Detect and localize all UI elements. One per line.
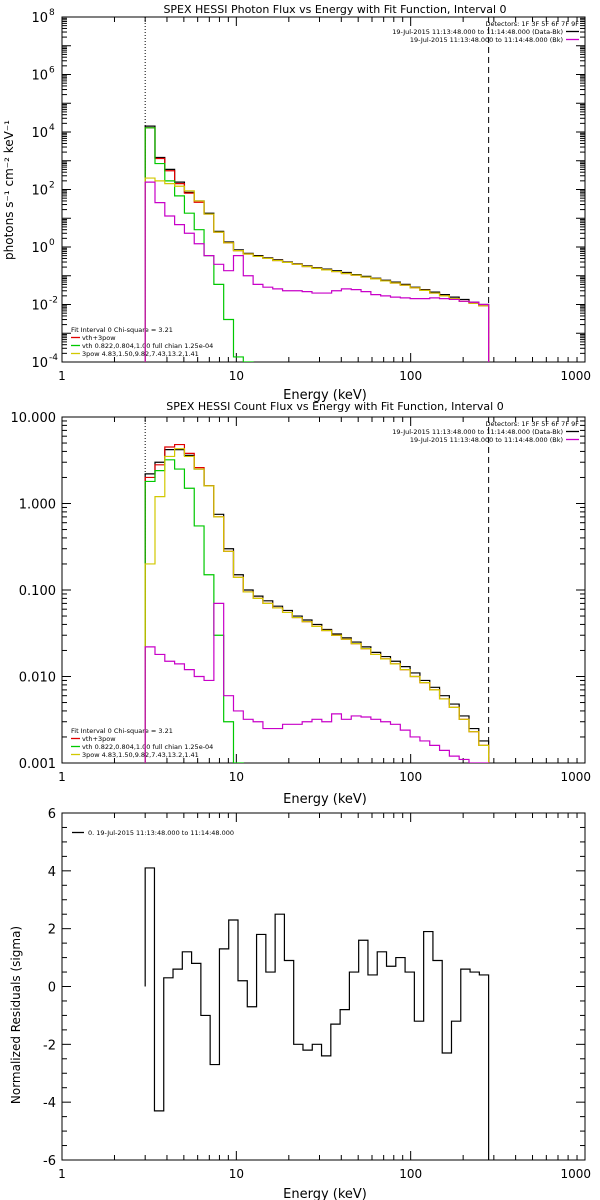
legend-entry: vth+3pow bbox=[82, 735, 116, 743]
photon-flux-ylabel: photons s⁻¹ cm⁻² keV⁻¹ bbox=[2, 120, 16, 260]
x-tick-label: 10 bbox=[229, 369, 244, 383]
series-3pow bbox=[144, 177, 490, 362]
y-tick-label: 10 bbox=[31, 184, 48, 199]
x-tick-label: 1000 bbox=[560, 770, 591, 784]
y-tick-label: 10 bbox=[31, 356, 48, 371]
count-flux-legend-top: Detectors: 1F 3F 5F 6F 7F 9F19-Jul-2015 … bbox=[392, 420, 579, 444]
series-group bbox=[144, 443, 490, 763]
series-data-bk bbox=[144, 448, 490, 763]
residuals-ylabel: Normalized Residuals (sigma) bbox=[9, 926, 23, 1104]
legend-entry: 19-Jul-2015 11:13:48.000 to 11:14:48.000… bbox=[392, 428, 563, 436]
plot-frame bbox=[61, 416, 586, 764]
y-tick-exponent: 8 bbox=[49, 8, 55, 18]
count-flux-title: SPEX HESSI Count Flux vs Energy with Fit… bbox=[166, 400, 503, 413]
x-tick-label: 1 bbox=[58, 1167, 66, 1181]
legend-entry: Detectors: 1F 3F 5F 6F 7F 9F bbox=[485, 20, 579, 28]
plot-frame bbox=[61, 812, 586, 1161]
series-vth bbox=[144, 127, 254, 362]
x-tick-label: 100 bbox=[399, 1167, 422, 1181]
legend-entry: 19-Jul-2015 11:13:48.000 to 11:14:48.000… bbox=[410, 36, 563, 44]
y-tick-exponent: -2 bbox=[49, 296, 58, 306]
plot-frame bbox=[61, 16, 586, 363]
y-tick-label: 10 bbox=[31, 241, 48, 256]
y-tick-label: 6 bbox=[48, 807, 56, 822]
y-tick-label: 2 bbox=[48, 923, 56, 938]
legend-entry: vth 0.822,0.804,1.00 full chian 1.25e-04 bbox=[82, 342, 213, 350]
y-tick-label: 0 bbox=[48, 981, 56, 996]
series-3pow bbox=[144, 448, 490, 763]
legend-entry: vth+3pow bbox=[82, 334, 116, 342]
count-flux-legend-bottom: Fit Interval 0 Chi-square = 3.21vth+3pow… bbox=[71, 727, 213, 759]
y-tick-exponent: -4 bbox=[49, 353, 58, 363]
legend-entry: Detectors: 1F 3F 5F 6F 7F 9F bbox=[485, 420, 579, 428]
residuals-legend-top: 0. 19-Jul-2015 11:13:48.000 to 11:14:48.… bbox=[72, 829, 234, 837]
y-tick-label: 10.000 bbox=[11, 411, 57, 426]
y-tick-label: -4 bbox=[43, 1096, 56, 1111]
series-bk bbox=[144, 181, 490, 362]
y-tick-label: 1.000 bbox=[19, 498, 56, 513]
y-tick-label: 4 bbox=[48, 865, 56, 880]
y-tick-exponent: 4 bbox=[49, 123, 55, 133]
y-tick-label: -6 bbox=[43, 1154, 56, 1169]
y-tick-label: 10 bbox=[31, 126, 48, 141]
photon-flux-legend-top: Detectors: 1F 3F 5F 6F 7F 9F19-Jul-2015 … bbox=[392, 20, 579, 44]
legend-entry: 19-Jul-2015 11:13:48.000 to 11:14:48.000… bbox=[392, 28, 563, 36]
legend-entry: Fit Interval 0 Chi-square = 3.21 bbox=[71, 727, 173, 735]
y-tick-exponent: 0 bbox=[49, 238, 55, 248]
y-tick-exponent: 2 bbox=[49, 181, 55, 191]
legend-entry: Fit Interval 0 Chi-square = 3.21 bbox=[71, 326, 173, 334]
legend-entry: 3pow 4.83,1.50,9.82,7.43,13.2,1.41 bbox=[82, 350, 199, 358]
series-0-19-jul-2015-11-13-48-000-to-11-14-48-000 bbox=[144, 867, 490, 1160]
y-tick-label: 0.001 bbox=[19, 757, 56, 772]
photon-flux-xlabel: Energy (keV) bbox=[283, 388, 367, 403]
y-tick-label: 10 bbox=[31, 11, 48, 26]
y-tick-label: 10 bbox=[31, 69, 48, 84]
residuals-xlabel: Energy (keV) bbox=[283, 1187, 367, 1200]
photon-flux-title: SPEX HESSI Photon Flux vs Energy with Fi… bbox=[163, 3, 506, 16]
legend-entry: 3pow 4.83,1.50,9.82,7.43,13.2,1.41 bbox=[82, 751, 199, 759]
legend-entry: vth 0.822,0.804,1.00 full chian 1.25e-04 bbox=[82, 743, 213, 751]
series-bk bbox=[144, 602, 490, 763]
x-tick-label: 10 bbox=[229, 1167, 244, 1181]
y-tick-label: 0.010 bbox=[19, 671, 56, 686]
series-vth-3pow bbox=[144, 127, 490, 362]
y-tick-label: -2 bbox=[43, 1038, 56, 1053]
photon-flux-legend-bottom: Fit Interval 0 Chi-square = 3.21vth+3pow… bbox=[71, 326, 213, 358]
legend-entry: 19-Jul-2015 11:13:48.000 to 11:14:48.000… bbox=[410, 436, 563, 444]
x-tick-label: 1000 bbox=[560, 1167, 591, 1181]
x-tick-label: 1 bbox=[58, 369, 66, 383]
series-group bbox=[144, 125, 490, 362]
count-flux-xlabel: Energy (keV) bbox=[283, 792, 367, 807]
series-vth bbox=[144, 459, 244, 763]
legend-entry: 0. 19-Jul-2015 11:13:48.000 to 11:14:48.… bbox=[88, 829, 234, 837]
y-tick-exponent: 6 bbox=[49, 66, 55, 76]
series-group bbox=[144, 867, 490, 1160]
count-flux-panel: SPEX HESSI Count Flux vs Energy with Fit… bbox=[11, 400, 592, 807]
x-tick-label: 1 bbox=[58, 770, 66, 784]
residuals-panel: Normalized Residuals (sigma) Energy (keV… bbox=[9, 807, 591, 1200]
photon-flux-panel: SPEX HESSI Photon Flux vs Energy with Fi… bbox=[2, 3, 591, 403]
x-tick-label: 1000 bbox=[560, 369, 591, 383]
x-tick-label: 100 bbox=[399, 369, 422, 383]
x-tick-label: 10 bbox=[229, 770, 244, 784]
x-tick-label: 100 bbox=[399, 770, 422, 784]
y-tick-label: 10 bbox=[31, 299, 48, 314]
series-data-bk bbox=[144, 125, 490, 362]
y-tick-label: 0.100 bbox=[19, 584, 56, 599]
